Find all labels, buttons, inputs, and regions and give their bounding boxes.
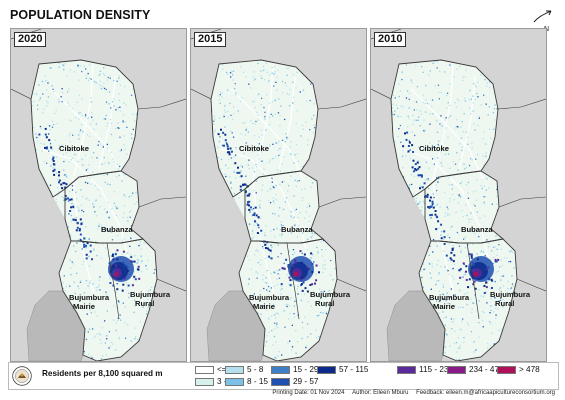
- label-bujumbura-rural: Rural: [315, 299, 334, 308]
- map-title: POPULATION DENSITY: [10, 8, 151, 22]
- author: Author: Eileen Mburu: [352, 390, 409, 396]
- map-panel-2020[interactable]: Cibitoke Bubanza Bujumbura Mairie Bujumbura R…: [10, 28, 187, 362]
- legend-swatch: [195, 378, 214, 386]
- legend: Residents per 8,100 squared m <= 33 - 55…: [8, 362, 559, 390]
- label-bujumbura-mairie: Bujumbura: [429, 293, 470, 302]
- label-bujumbura-rural: Rural: [495, 299, 514, 308]
- legend-swatch: [447, 366, 466, 374]
- label-bubanza: Bubanza: [281, 225, 313, 234]
- map-panel-2010[interactable]: Cibitoke Bubanza Bujumbura Mairie Bujumbura R…: [370, 28, 547, 362]
- legend-swatch: [397, 366, 416, 374]
- label-bubanza: Bubanza: [461, 225, 493, 234]
- year-label: 2020: [14, 32, 47, 47]
- legend-label: 234 - 478: [469, 365, 504, 374]
- label-cibitoke: Cibitoke: [59, 144, 89, 153]
- legend-swatch: [271, 366, 290, 374]
- legend-label: 57 - 115: [339, 365, 369, 374]
- year-label: 2010: [374, 32, 407, 47]
- legend-swatch: [225, 366, 244, 374]
- label-bujumbura-mairie: Mairie: [253, 302, 275, 311]
- label-bujumbura-rural: Rural: [135, 299, 154, 308]
- legend-swatch: [225, 378, 244, 386]
- legend-swatch: [195, 366, 214, 374]
- label-bujumbura-mairie: Bujumbura: [249, 293, 290, 302]
- legend-label: 29 - 57: [293, 377, 319, 386]
- legend-caption: Residents per 8,100 squared m: [42, 369, 163, 378]
- organization-seal-icon: [12, 366, 32, 386]
- map-canvas: CibitokeBubanzaBujumburaMairieBujumburaR…: [371, 29, 546, 361]
- legend-label: > 478: [519, 365, 540, 374]
- year-label: 2015: [194, 32, 227, 47]
- label-bujumbura-rural: Bujumbura: [130, 290, 171, 299]
- legend-swatch: [497, 366, 516, 374]
- label-bujumbura-mairie: Mairie: [73, 302, 95, 311]
- map-panel-2015[interactable]: Cibitoke Bubanza Bujumbura Mairie Bujumbura R…: [190, 28, 367, 362]
- legend-label: 15 - 29: [293, 365, 319, 374]
- map-canvas: CibitokeBubanzaBujumburaMairieBujumburaR…: [191, 29, 366, 361]
- label-cibitoke: Cibitoke: [419, 144, 449, 153]
- printing-date: Printing Date: 01 Nov 2024: [272, 390, 345, 396]
- label-bujumbura-mairie: Mairie: [433, 302, 455, 311]
- legend-label: 8 - 15: [247, 377, 268, 386]
- legend-swatch: [317, 366, 336, 374]
- label-bujumbura-rural: Bujumbura: [310, 290, 351, 299]
- label-bujumbura-mairie: Bujumbura: [69, 293, 110, 302]
- legend-swatch: [271, 378, 290, 386]
- legend-label: 5 - 8: [247, 365, 264, 374]
- footer: Printing Date: 01 Nov 2024 Author: Eilee…: [266, 390, 555, 396]
- map-canvas: CibitokeBubanzaBujumburaMairieBujumburaR…: [11, 29, 186, 361]
- legend-label: 115 - 234: [419, 365, 453, 374]
- label-bubanza: Bubanza: [101, 225, 133, 234]
- feedback: Feedback: eileen.m@africaapicultureconso…: [416, 390, 555, 396]
- label-cibitoke: Cibitoke: [239, 144, 269, 153]
- label-bujumbura-rural: Bujumbura: [490, 290, 531, 299]
